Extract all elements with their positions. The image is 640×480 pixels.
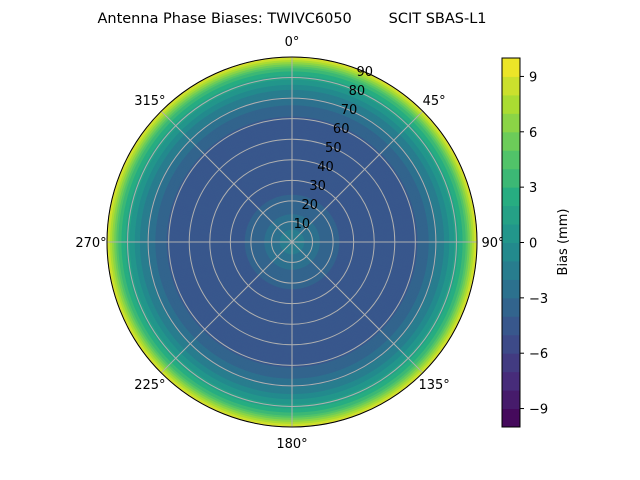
polar-grid bbox=[106, 56, 478, 428]
angular-gridline bbox=[291, 241, 424, 374]
radial-tick-label: 40 bbox=[317, 160, 334, 175]
colorbar-segment bbox=[502, 408, 520, 428]
angle-tick-label: 180° bbox=[276, 437, 307, 452]
angular-gridline bbox=[160, 241, 293, 374]
colorbar-segment bbox=[502, 279, 520, 299]
colorbar-segment bbox=[502, 260, 520, 280]
colorbar-segment bbox=[502, 150, 520, 170]
angle-tick-label: 270° bbox=[75, 236, 106, 251]
colorbar-segment bbox=[502, 113, 520, 133]
colorbar-segment bbox=[502, 168, 520, 188]
angle-tick-label: 0° bbox=[285, 35, 300, 50]
colorbar-segment bbox=[502, 371, 520, 391]
colorbar-segment bbox=[502, 58, 520, 77]
radial-tick-label: 60 bbox=[333, 122, 350, 137]
colorbar-segment bbox=[502, 205, 520, 225]
polar-frame bbox=[106, 56, 478, 428]
colorbar-segment bbox=[502, 94, 520, 114]
colorbar-segment bbox=[502, 131, 520, 151]
colorbar-tick-label: 3 bbox=[529, 181, 537, 196]
angle-tick-label: 45° bbox=[423, 94, 446, 109]
colorbar-tick-label: 6 bbox=[529, 126, 537, 141]
radial-tick-label: 10 bbox=[294, 217, 311, 232]
radial-labels: 10 20 30 40 50 60 70 80 90 bbox=[294, 65, 373, 232]
angle-tick-label: 135° bbox=[418, 378, 449, 393]
colorbar-label: Bias (mm) bbox=[556, 209, 571, 276]
colorbar-segment bbox=[502, 390, 520, 410]
chart-title: Antenna Phase Biases: TWIVC6050 SCIT SBA… bbox=[97, 11, 486, 27]
colorbar-segment bbox=[502, 242, 520, 262]
colorbar-segment bbox=[502, 224, 520, 243]
colorbar-segment bbox=[502, 334, 520, 354]
angle-tick-label: 315° bbox=[134, 94, 165, 109]
colorbar-tick-label: −3 bbox=[529, 292, 548, 307]
angle-tick-label: 90° bbox=[481, 236, 504, 251]
radial-tick-label: 70 bbox=[341, 103, 358, 118]
radial-tick-label: 80 bbox=[349, 84, 366, 99]
angular-gridline bbox=[291, 110, 424, 243]
colorbar-segment bbox=[502, 316, 520, 336]
radial-tick-label: 30 bbox=[309, 179, 326, 194]
colorbar-segment bbox=[502, 187, 520, 207]
colorbar-tick-label: −9 bbox=[529, 403, 548, 418]
angle-tick-label: 225° bbox=[134, 378, 165, 393]
colorbar-tick-label: −6 bbox=[529, 347, 548, 362]
colorbar: −9 −6 −3 0 3 6 9 bbox=[501, 57, 548, 428]
colorbar-segment bbox=[502, 297, 520, 317]
colorbar-segment bbox=[502, 76, 520, 96]
radial-tick-label: 20 bbox=[301, 198, 318, 213]
angle-labels: 0° 45° 90° 135° 180° 225° 270° 315° bbox=[75, 35, 504, 452]
colorbar-tick-label: 9 bbox=[529, 70, 537, 85]
angular-gridline bbox=[160, 110, 293, 243]
radial-tick-label: 90 bbox=[357, 65, 374, 80]
colorbar-segment bbox=[502, 353, 520, 373]
radial-tick-label: 50 bbox=[325, 141, 342, 156]
colorbar-tick-label: 0 bbox=[529, 237, 537, 252]
